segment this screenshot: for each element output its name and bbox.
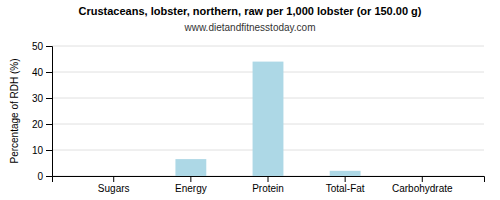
y-tick-mark [46, 176, 52, 177]
x-tick: Carbohydrate [392, 176, 453, 194]
x-axis: Sugars Energy Protein Total-Fat Carbohydrate [53, 176, 485, 194]
x-tick-label: Sugars [98, 183, 130, 194]
y-axis-line [46, 47, 53, 177]
y-tick-label: 40 [32, 67, 44, 78]
bars [175, 62, 360, 176]
x-tick: Total-Fat [326, 176, 365, 194]
y-tick: 30 [32, 93, 52, 104]
x-tick-mark [113, 176, 114, 182]
y-tick: 20 [32, 119, 52, 130]
bar [330, 171, 361, 176]
y-tick: 10 [32, 145, 52, 156]
x-tick: Protein [252, 176, 284, 194]
bar [253, 62, 284, 176]
x-tick: Energy [175, 176, 207, 194]
x-tick-label: Carbohydrate [392, 183, 453, 194]
y-tick-label: 30 [32, 93, 44, 104]
x-tick-mark [422, 176, 423, 182]
y-axis: 0 10 20 30 40 50 [32, 41, 53, 182]
grid [52, 46, 484, 176]
y-tick-label: 20 [32, 119, 44, 130]
x-axis-line [53, 177, 485, 183]
grid-line [52, 46, 484, 47]
x-tick-label: Protein [252, 183, 284, 194]
y-tick-mark [46, 124, 52, 125]
x-tick-label: Energy [175, 183, 207, 194]
chart: Crustaceans, lobster, northern, raw per … [0, 0, 500, 200]
y-tick: 50 [32, 41, 52, 52]
x-tick-mark [268, 176, 269, 182]
x-tick: Sugars [98, 176, 130, 194]
x-tick-mark [345, 176, 346, 182]
y-tick: 0 [37, 171, 52, 182]
bar [98, 176, 129, 177]
y-tick-label: 10 [32, 145, 44, 156]
y-tick-mark [46, 98, 52, 99]
y-tick-label: 50 [32, 41, 44, 52]
bar [407, 176, 438, 177]
title: Crustaceans, lobster, northern, raw per … [79, 5, 422, 17]
y-tick-mark [46, 150, 52, 151]
y-axis-title: Percentage of RDH (%) [9, 58, 20, 163]
y-tick-label: 0 [37, 171, 43, 182]
x-tick-mark [190, 176, 191, 182]
x-tick-label: Total-Fat [326, 183, 365, 194]
y-tick-mark [46, 72, 52, 73]
y-tick-mark [46, 46, 52, 47]
y-tick: 40 [32, 67, 52, 78]
plot: Sugars Energy Protein Total-Fat Carbohydrate… [9, 41, 485, 194]
bar [175, 159, 206, 176]
subtitle: www.dietandfitnesstoday.com [184, 22, 316, 33]
